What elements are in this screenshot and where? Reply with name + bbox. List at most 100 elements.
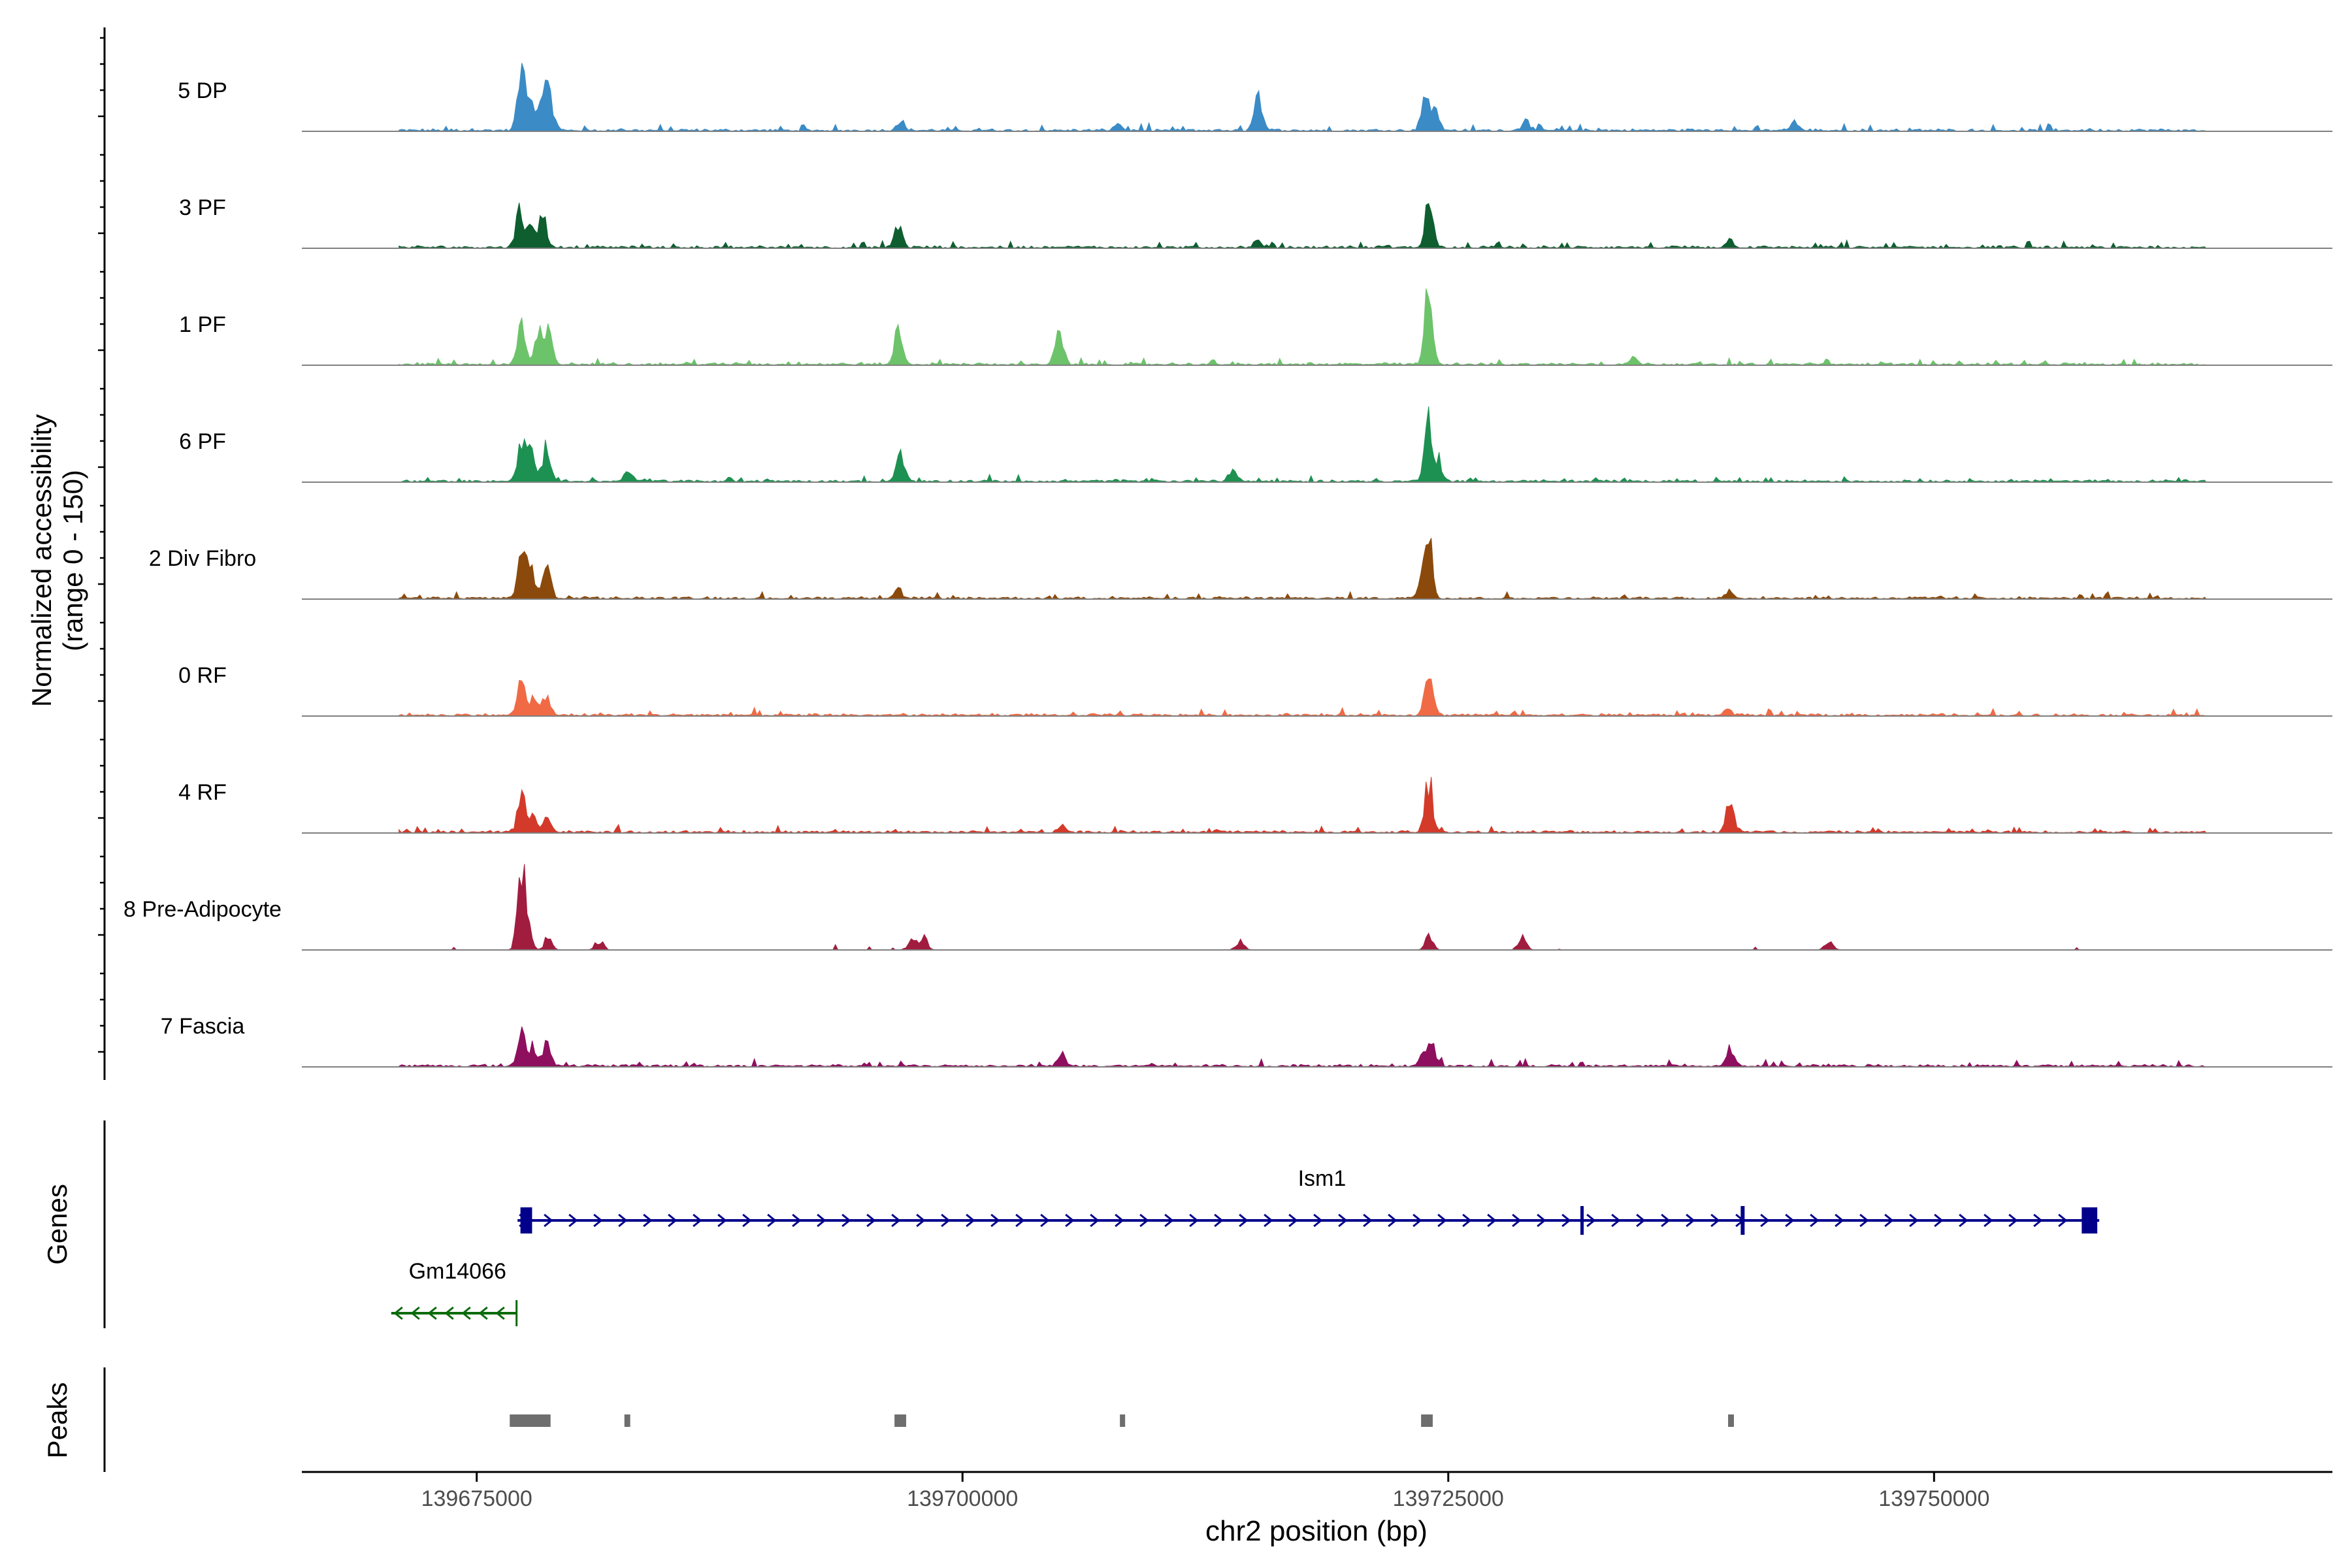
strand-chevron (817, 1213, 826, 1228)
gene-label: Gm14066 (409, 1259, 506, 1284)
x-axis-label: chr2 position (bp) (1205, 1515, 1428, 1547)
strand-chevron (1661, 1213, 1671, 1228)
strand-chevron (593, 1213, 603, 1228)
strand-chevron (568, 1213, 578, 1228)
coverage-y-axis (98, 27, 106, 1080)
strand-chevron (1189, 1213, 1199, 1228)
strand-chevron (1015, 1213, 1025, 1228)
strand-chevron (1760, 1213, 1770, 1228)
strand-chevron (693, 1213, 702, 1228)
strand-chevron (1164, 1213, 1174, 1228)
strand-chevron (966, 1213, 975, 1228)
strand-chevron (393, 1306, 403, 1320)
track-1-pf: 1 PF (179, 288, 2332, 366)
strand-chevron (1040, 1213, 1050, 1228)
strand-chevron (618, 1213, 628, 1228)
y-axis-label-line1: Normalized accessibility (26, 414, 57, 707)
strand-chevron (1835, 1213, 1844, 1228)
exon (1740, 1206, 1745, 1235)
y-axis-label-line2: (range 0 - 150) (57, 470, 88, 651)
strand-chevron (1437, 1213, 1447, 1228)
strand-chevron (1537, 1213, 1546, 1228)
strand-chevron (668, 1213, 678, 1228)
peak-regions (510, 1414, 1734, 1427)
strand-chevron (1239, 1213, 1249, 1228)
x-tick-label: 139725000 (1393, 1486, 1504, 1511)
strand-chevron (643, 1213, 653, 1228)
strand-chevron (891, 1213, 901, 1228)
strand-chevron (1487, 1213, 1497, 1228)
strand-chevron (1090, 1213, 1100, 1228)
strand-chevron (1859, 1213, 1869, 1228)
peak-region (894, 1414, 906, 1427)
strand-chevron (1611, 1213, 1621, 1228)
track-label: 3 PF (179, 195, 226, 220)
strand-chevron (1363, 1213, 1373, 1228)
track-label: 4 RF (178, 780, 227, 805)
track-label: 0 RF (178, 663, 227, 688)
strand-chevron (461, 1306, 471, 1320)
strand-chevron (866, 1213, 876, 1228)
strand-chevron (1139, 1213, 1149, 1228)
strand-chevron (1512, 1213, 1522, 1228)
strand-chevron (2008, 1213, 2018, 1228)
peak-region (1421, 1414, 1433, 1427)
coverage-area (399, 678, 2206, 717)
strand-chevron (916, 1213, 926, 1228)
strand-chevron (427, 1306, 437, 1320)
strand-chevron (2058, 1213, 2068, 1228)
peak-region (1120, 1414, 1126, 1427)
strand-chevron (1115, 1213, 1124, 1228)
exon (2082, 1207, 2098, 1233)
peak-region (1728, 1414, 1734, 1427)
gene-annotations: Ism1 Gm14066 (391, 1166, 2100, 1326)
strand-chevron (478, 1306, 488, 1320)
strand-chevron (1413, 1213, 1422, 1228)
genes-panel-label: Genes (42, 1184, 73, 1265)
track-3-pf: 3 PF (179, 195, 2332, 250)
track-label: 5 DP (178, 78, 227, 103)
track-5-dp: 5 DP (178, 63, 2332, 132)
strand-chevron (444, 1306, 454, 1320)
coverage-area (399, 63, 2206, 132)
strand-chevron (767, 1213, 777, 1228)
strand-chevron (410, 1306, 420, 1320)
strand-chevron (1909, 1213, 1919, 1228)
strand-chevron (1586, 1213, 1596, 1228)
track-2-div-fibro: 2 Div Fibro (149, 538, 2332, 600)
gene-label: Ism1 (1298, 1166, 1347, 1191)
strand-chevron (1984, 1213, 1993, 1228)
x-axis-ticks: 139675000 139700000 139725000 139750000 (421, 1472, 1989, 1511)
strand-chevron (1462, 1213, 1472, 1228)
x-tick-label: 139750000 (1878, 1486, 1989, 1511)
strand-chevron (1934, 1213, 1944, 1228)
peaks-panel-label: Peaks (42, 1382, 73, 1459)
strand-chevron (1884, 1213, 1894, 1228)
track-8-pre-adipocyte: 8 Pre-Adipocyte (123, 864, 2332, 951)
track-4-rf: 4 RF (178, 777, 2332, 834)
exon (520, 1207, 532, 1233)
strand-chevron (1636, 1213, 1646, 1228)
strand-chevron (1959, 1213, 1968, 1228)
x-tick-label: 139700000 (907, 1486, 1018, 1511)
strand-chevron (1264, 1213, 1273, 1228)
strand-chevron (1214, 1213, 1224, 1228)
strand-chevron (1338, 1213, 1348, 1228)
track-label: 6 PF (179, 429, 226, 454)
exon (1580, 1206, 1584, 1235)
track-0-rf: 0 RF (178, 663, 2332, 717)
coverage-tracks: 5 DP 3 PF 1 PF 6 PF 2 Div Fibro 0 RF 4 RF 8 Pre… (123, 63, 2332, 1068)
strand-chevron (2033, 1213, 2043, 1228)
strand-chevron (1785, 1213, 1795, 1228)
strand-chevron (1561, 1213, 1571, 1228)
strand-chevron (1288, 1213, 1298, 1228)
track-label: 7 Fascia (161, 1014, 245, 1039)
x-tick-label: 139675000 (421, 1486, 532, 1511)
gene-gm14066: Gm14066 (391, 1259, 518, 1326)
strand-chevron (941, 1213, 951, 1228)
strand-chevron (1710, 1213, 1720, 1228)
peak-region (624, 1414, 630, 1427)
track-label: 2 Div Fibro (149, 546, 256, 571)
